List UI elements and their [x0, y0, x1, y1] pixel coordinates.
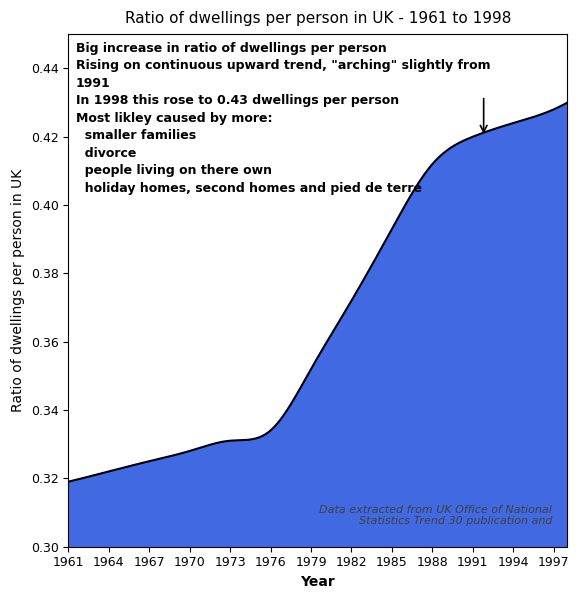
Title: Ratio of dwellings per person in UK - 1961 to 1998: Ratio of dwellings per person in UK - 19… — [125, 11, 511, 26]
Y-axis label: Ratio of dwellings per person in UK: Ratio of dwellings per person in UK — [11, 169, 25, 412]
Text: Data extracted from UK Office of National
Statistics Trend 30 publication and: Data extracted from UK Office of Nationa… — [320, 505, 552, 526]
Text: Big increase in ratio of dwellings per person
Rising on continuous upward trend,: Big increase in ratio of dwellings per p… — [76, 42, 491, 195]
X-axis label: Year: Year — [300, 575, 335, 589]
